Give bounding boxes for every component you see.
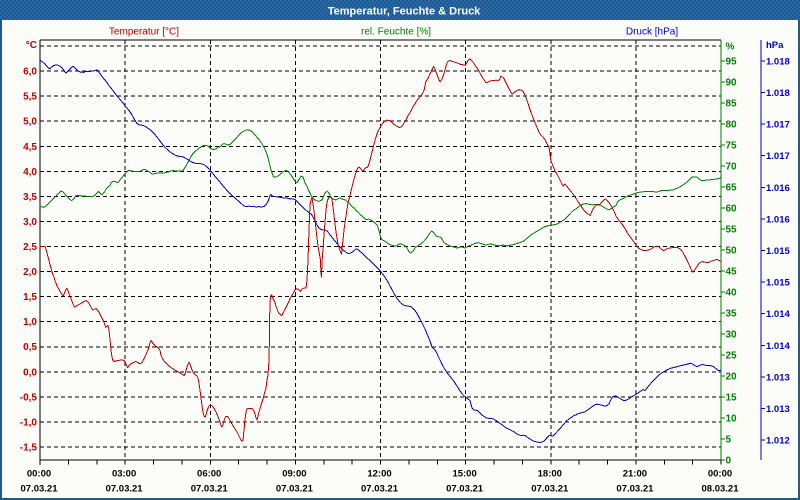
svg-text:07.03.21: 07.03.21 xyxy=(446,484,484,495)
svg-text:85: 85 xyxy=(726,99,738,110)
svg-text:rel. Feuchte [%]: rel. Feuchte [%] xyxy=(361,27,431,38)
svg-text:07.03.21: 07.03.21 xyxy=(276,484,314,495)
svg-text:40: 40 xyxy=(726,288,738,299)
svg-text:80: 80 xyxy=(726,120,738,131)
svg-text:hPa: hPa xyxy=(766,40,784,51)
svg-text:-1,0: -1,0 xyxy=(20,417,38,428)
svg-text:1,5: 1,5 xyxy=(23,292,37,303)
svg-text:1.016: 1.016 xyxy=(766,214,790,225)
svg-text:12:00: 12:00 xyxy=(367,469,391,480)
svg-text:1.013: 1.013 xyxy=(766,404,790,415)
svg-text:6,0: 6,0 xyxy=(23,67,37,78)
svg-text:65: 65 xyxy=(726,183,738,194)
svg-text:Temperatur [°C]: Temperatur [°C] xyxy=(109,27,179,38)
svg-text:4,0: 4,0 xyxy=(23,167,37,178)
svg-text:0,0: 0,0 xyxy=(23,367,37,378)
svg-text:3,0: 3,0 xyxy=(23,217,37,228)
svg-text:07.03.21: 07.03.21 xyxy=(616,484,654,495)
svg-text:5: 5 xyxy=(726,435,732,446)
svg-text:1.015: 1.015 xyxy=(766,246,790,257)
svg-text:15: 15 xyxy=(726,393,738,404)
svg-text:3,5: 3,5 xyxy=(23,192,37,203)
svg-text:50: 50 xyxy=(726,246,738,257)
svg-text:0: 0 xyxy=(726,456,732,467)
svg-text:1.013: 1.013 xyxy=(766,373,790,384)
svg-text:07.03.21: 07.03.21 xyxy=(531,484,569,495)
svg-text:07.03.21: 07.03.21 xyxy=(361,484,399,495)
svg-text:-1,5: -1,5 xyxy=(20,443,38,454)
svg-text:5,0: 5,0 xyxy=(23,117,37,128)
svg-text:90: 90 xyxy=(726,78,738,89)
svg-text:1,0: 1,0 xyxy=(23,317,37,328)
svg-text:1.017: 1.017 xyxy=(766,120,790,131)
svg-text:Druck [hPa]: Druck [hPa] xyxy=(626,27,678,38)
svg-text:00:00: 00:00 xyxy=(708,469,732,480)
svg-text:07.03.21: 07.03.21 xyxy=(106,484,144,495)
svg-text:0,5: 0,5 xyxy=(23,342,37,353)
svg-text:2,0: 2,0 xyxy=(23,267,37,278)
svg-text:07.03.21: 07.03.21 xyxy=(21,484,59,495)
svg-text:5,5: 5,5 xyxy=(23,92,37,103)
svg-text:70: 70 xyxy=(726,162,738,173)
svg-text:15:00: 15:00 xyxy=(452,469,476,480)
svg-text:20: 20 xyxy=(726,372,738,383)
svg-text:06:00: 06:00 xyxy=(197,469,221,480)
svg-text:03:00: 03:00 xyxy=(112,469,136,480)
svg-text:30: 30 xyxy=(726,330,738,341)
svg-text:10: 10 xyxy=(726,414,738,425)
svg-text:1.016: 1.016 xyxy=(766,183,790,194)
svg-text:-0,5: -0,5 xyxy=(20,392,38,403)
svg-text:1.014: 1.014 xyxy=(766,341,790,352)
svg-text:75: 75 xyxy=(726,141,738,152)
svg-text:1.014: 1.014 xyxy=(766,309,790,320)
svg-text:95: 95 xyxy=(726,57,738,68)
svg-text:25: 25 xyxy=(726,351,738,362)
svg-text:55: 55 xyxy=(726,225,738,236)
svg-text:1.012: 1.012 xyxy=(766,436,790,447)
svg-text:18:00: 18:00 xyxy=(538,469,562,480)
svg-text:21:00: 21:00 xyxy=(623,469,647,480)
svg-text:08.03.21: 08.03.21 xyxy=(702,484,740,495)
svg-text:1.018: 1.018 xyxy=(766,88,790,99)
svg-text:4,5: 4,5 xyxy=(23,142,37,153)
svg-text:45: 45 xyxy=(726,267,738,278)
svg-text:1.017: 1.017 xyxy=(766,151,790,162)
svg-text:00:00: 00:00 xyxy=(27,469,51,480)
svg-text:09:00: 09:00 xyxy=(282,469,306,480)
svg-text:1.018: 1.018 xyxy=(766,56,790,67)
svg-text:Temperatur, Feuchte & Druck: Temperatur, Feuchte & Druck xyxy=(328,6,481,18)
svg-text:35: 35 xyxy=(726,309,738,320)
svg-text:%: % xyxy=(726,42,735,53)
svg-text:60: 60 xyxy=(726,204,738,215)
svg-text:°C: °C xyxy=(26,40,37,51)
svg-text:07.03.21: 07.03.21 xyxy=(191,484,229,495)
svg-text:2,5: 2,5 xyxy=(23,242,37,253)
svg-text:1.015: 1.015 xyxy=(766,278,790,289)
